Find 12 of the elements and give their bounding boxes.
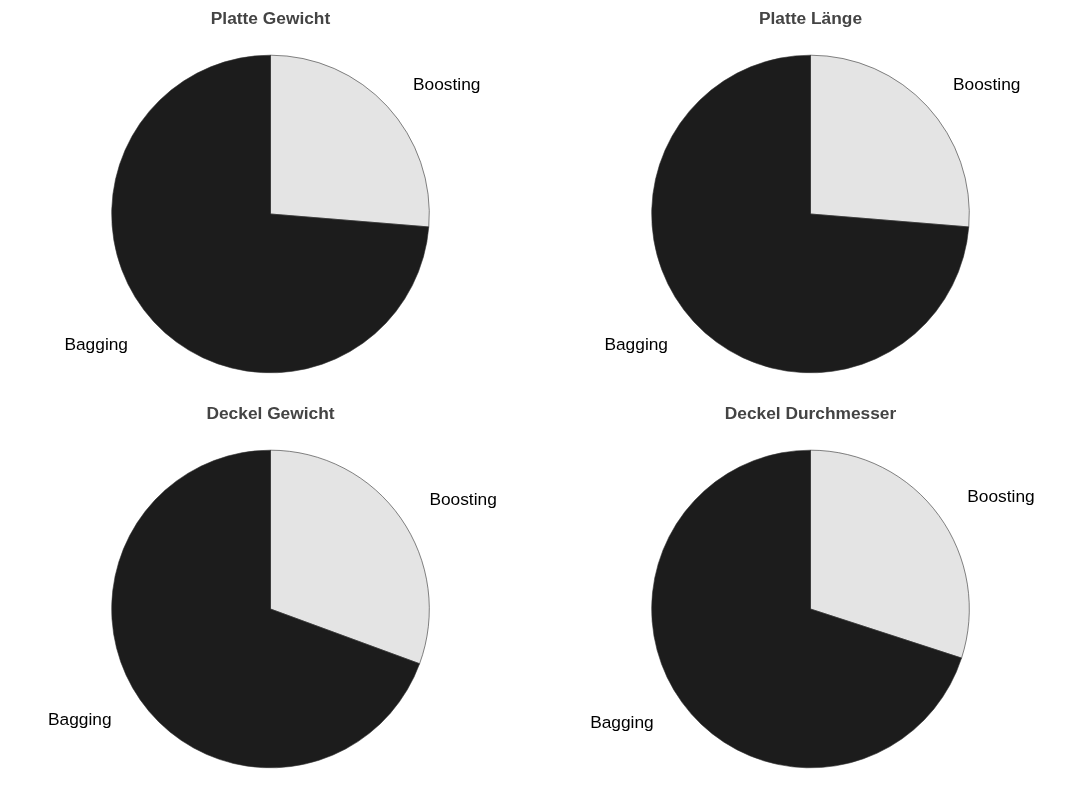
chart-title: Platte Gewicht	[210, 7, 331, 28]
slice-label: Boosting	[429, 488, 497, 509]
chart-title: Platte Länge	[758, 7, 863, 28]
slice-label: Boosting	[952, 73, 1021, 94]
slice-label: Bagging	[590, 712, 654, 733]
slice-label: Bagging	[48, 709, 112, 730]
chart-title: Deckel Gewicht	[206, 402, 335, 423]
slice-label: Bagging	[64, 334, 129, 355]
slice-label: Boosting	[412, 73, 481, 94]
chart-title: Deckel Durchmesser	[724, 402, 897, 423]
slice-label: Bagging	[604, 334, 669, 355]
slice-label: Boosting	[967, 485, 1035, 506]
